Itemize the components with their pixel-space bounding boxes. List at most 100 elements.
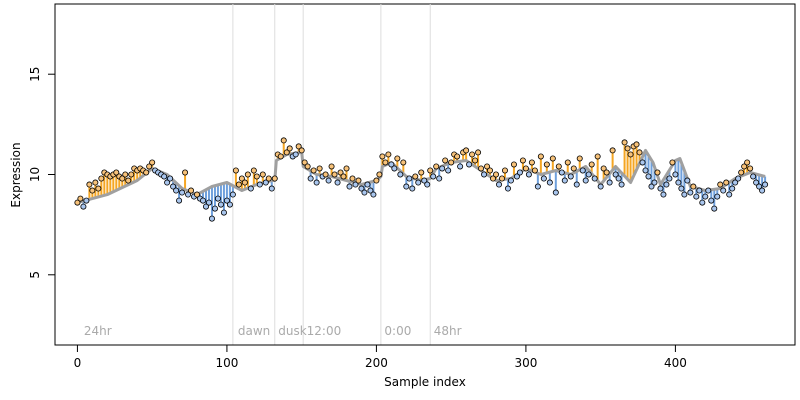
x-tick-label: 400 (664, 356, 687, 370)
data-point (699, 199, 706, 206)
data-point (702, 193, 709, 200)
data-point (268, 185, 275, 192)
data-point (388, 161, 395, 168)
data-point (612, 171, 619, 178)
period-labels: 24hr dawn dusk 12:00 0:00 48hr (84, 324, 462, 338)
data-point (687, 189, 694, 196)
data-point (454, 153, 461, 160)
data-point (672, 171, 679, 178)
data-point (564, 159, 571, 166)
data-point (373, 177, 380, 184)
data-point (113, 169, 120, 176)
data-point (346, 183, 353, 190)
data-point (292, 151, 299, 158)
data-point (723, 179, 730, 186)
data-point (534, 183, 541, 190)
data-point (220, 209, 227, 216)
data-point (119, 175, 126, 182)
data-point (669, 159, 676, 166)
data-point (202, 203, 209, 210)
data-point (370, 191, 377, 198)
data-point (654, 169, 661, 176)
data-point (573, 181, 580, 188)
data-point (161, 173, 168, 180)
data-point (522, 165, 529, 172)
data-point (738, 169, 745, 176)
data-point (173, 187, 180, 194)
data-point (298, 147, 305, 154)
data-point (570, 165, 577, 172)
x-tick-label: 300 (514, 356, 537, 370)
data-point (188, 187, 195, 194)
y-tick-label: 5 (28, 271, 42, 279)
data-point (400, 159, 407, 166)
data-point (95, 185, 102, 192)
data-point (418, 169, 425, 176)
data-point (376, 171, 383, 178)
data-point (223, 197, 230, 204)
x-tick-label: 200 (365, 356, 388, 370)
data-point (696, 187, 703, 194)
data-point (708, 197, 715, 204)
data-point (582, 177, 589, 184)
data-point (253, 173, 260, 180)
data-point (711, 205, 718, 212)
period-label-0: 24hr (84, 324, 112, 338)
data-point (74, 199, 81, 206)
data-point (594, 153, 601, 160)
data-point (540, 175, 547, 182)
data-point (546, 179, 553, 186)
data-points (74, 137, 769, 222)
data-point (756, 183, 763, 190)
y-tick-label: 10 (28, 167, 42, 182)
data-point (558, 169, 565, 176)
period-label-4: 0:00 (384, 324, 411, 338)
data-point (466, 161, 473, 168)
data-point (717, 181, 724, 188)
data-point (750, 173, 757, 180)
data-point (304, 163, 311, 170)
data-point (80, 203, 87, 210)
x-axis: 0 100 200 300 400 (74, 344, 687, 370)
data-point (256, 181, 263, 188)
data-point (552, 189, 559, 196)
data-point (624, 145, 631, 152)
data-point (442, 157, 449, 164)
data-point (469, 151, 476, 158)
data-point (307, 175, 314, 182)
data-point (690, 183, 697, 190)
data-point (295, 143, 302, 150)
data-point (448, 159, 455, 166)
data-point (424, 181, 431, 188)
data-point (241, 179, 248, 186)
data-point (597, 183, 604, 190)
data-point (283, 149, 290, 156)
x-axis-label: Sample index (384, 375, 466, 389)
data-point (167, 175, 174, 182)
data-point (259, 171, 266, 178)
data-point (609, 147, 616, 154)
data-point (591, 175, 598, 182)
data-point (229, 191, 236, 198)
data-point (409, 185, 416, 192)
data-point (585, 171, 592, 178)
data-point (621, 139, 628, 146)
data-point (415, 179, 422, 186)
data-point (642, 167, 649, 174)
data-point (543, 161, 550, 168)
x-tick-label: 0 (74, 356, 82, 370)
data-point (262, 179, 269, 186)
data-point (744, 159, 751, 166)
data-point (648, 183, 655, 190)
data-point (146, 163, 153, 170)
data-point (433, 163, 440, 170)
data-point (280, 137, 287, 144)
data-point (729, 185, 736, 192)
data-point (735, 175, 742, 182)
data-point (504, 185, 511, 192)
period-label-1: dawn (238, 324, 270, 338)
data-point (340, 173, 347, 180)
data-point (247, 185, 254, 192)
period-lines (232, 4, 431, 345)
